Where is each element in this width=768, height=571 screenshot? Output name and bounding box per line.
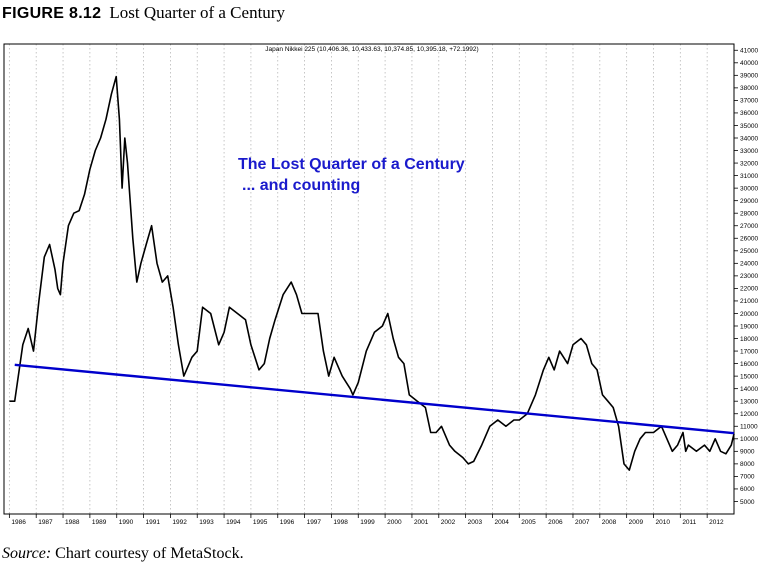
y-tick-label: 5000 [740, 499, 755, 506]
x-tick-label: 1994 [226, 519, 241, 526]
y-tick-label: 16000 [740, 361, 758, 368]
chart-text: Japan Nikkei 225 (10,406.36, 10,433.63, … [238, 46, 479, 194]
grid [8, 44, 708, 514]
x-tick-label: 2011 [682, 519, 696, 526]
x-tick-label: 2009 [629, 519, 644, 526]
y-tick-label: 12000 [740, 411, 758, 418]
x-tick-label: 1986 [11, 519, 26, 526]
x-tick-label: 1998 [333, 519, 348, 526]
y-tick-label: 29000 [740, 198, 758, 205]
chart-svg: 1986 1987 1988 1989 1990 1991 1992 1993 1994 1995… [3, 43, 758, 526]
x-tick-label: 2005 [521, 519, 536, 526]
x-tick-label: 1999 [360, 519, 375, 526]
x-tick-label: 1996 [280, 519, 295, 526]
x-tick-label: 1990 [119, 519, 134, 526]
y-tick-label: 31000 [740, 173, 758, 180]
x-tick-label: 2002 [441, 519, 456, 526]
y-tick-label: 11000 [740, 424, 758, 431]
y-tick-label: 18000 [740, 336, 758, 343]
y-tick-label: 20000 [740, 311, 758, 318]
y-tick-label: 23000 [740, 273, 758, 280]
y-tick-label: 37000 [740, 98, 758, 105]
y-tick-label: 30000 [740, 185, 758, 192]
source-text: Chart courtesy of MetaStock. [51, 545, 244, 562]
annotation-line-2: ... and counting [242, 177, 360, 194]
y-tick-label: 33000 [740, 148, 758, 155]
y-tick-label: 38000 [740, 85, 758, 92]
axes: 1986 1987 1988 1989 1990 1991 1992 1993 1994 1995… [3, 43, 758, 526]
plot-frame [3, 43, 735, 515]
x-tick-label: 2007 [575, 519, 590, 526]
x-tick-label: 1988 [65, 519, 80, 526]
y-tick-label: 39000 [740, 73, 758, 80]
x-tick-label: 2010 [655, 519, 670, 526]
x-tick-label: 2000 [387, 519, 402, 526]
chart-header: Japan Nikkei 225 (10,406.36, 10,433.63, … [265, 46, 478, 53]
y-tick-label: 19000 [740, 323, 758, 330]
y-tick-label: 34000 [740, 135, 758, 142]
x-tick-label: 1989 [92, 519, 107, 526]
figure-number: FIGURE 8.12 [2, 5, 102, 22]
source-note: Source: Chart courtesy of MetaStock. [2, 545, 244, 563]
x-tick-label: 1995 [253, 519, 268, 526]
price-line [9, 75, 735, 471]
x-tick-label: 1987 [38, 519, 53, 526]
series [9, 75, 735, 471]
x-tick-label: 1991 [146, 519, 161, 526]
annotation-line-1: The Lost Quarter of a Century [238, 156, 465, 173]
y-tick-label: 32000 [740, 160, 758, 167]
figure-caption: FIGURE 8.12 Lost Quarter of a Century [2, 3, 285, 25]
y-tick-label: 17000 [740, 348, 758, 355]
x-tick-label: 1992 [172, 519, 187, 526]
y-tick-label: 14000 [740, 386, 758, 393]
y-tick-label: 35000 [740, 123, 758, 130]
y-tick-label: 6000 [740, 486, 755, 493]
y-tick-label: 41000 [740, 48, 758, 55]
y-tick-label: 10000 [740, 436, 758, 443]
y-tick-label: 25000 [740, 248, 758, 255]
y-tick-label: 13000 [740, 399, 758, 406]
x-tick-label: 2001 [414, 519, 429, 526]
x-tick-label: 1997 [307, 519, 322, 526]
y-tick-label: 9000 [740, 449, 755, 456]
y-tick-label: 28000 [740, 211, 758, 218]
trend-line [14, 363, 735, 435]
x-tick-label: 1993 [199, 519, 214, 526]
y-tick-label: 8000 [740, 461, 755, 468]
x-tick-label: 2003 [468, 519, 483, 526]
y-tick-label: 15000 [740, 373, 758, 380]
y-tick-label: 24000 [740, 261, 758, 268]
y-tick-label: 36000 [740, 110, 758, 117]
y-tick-label: 22000 [740, 286, 758, 293]
chart: 1986 1987 1988 1989 1990 1991 1992 1993 1994 1995… [2, 40, 768, 528]
source-label: Source: [2, 545, 52, 562]
y-tick-label: 26000 [740, 236, 758, 243]
y-tick-label: 27000 [740, 223, 758, 230]
y-tick-label: 7000 [740, 474, 755, 481]
figure-title: Lost Quarter of a Century [109, 3, 285, 22]
y-tick-label: 40000 [740, 60, 758, 67]
x-tick-label: 2006 [548, 519, 563, 526]
x-tick-label: 2004 [494, 519, 509, 526]
x-tick-label: 2012 [709, 519, 724, 526]
y-tick-label: 21000 [740, 298, 758, 305]
x-tick-label: 2008 [602, 519, 617, 526]
